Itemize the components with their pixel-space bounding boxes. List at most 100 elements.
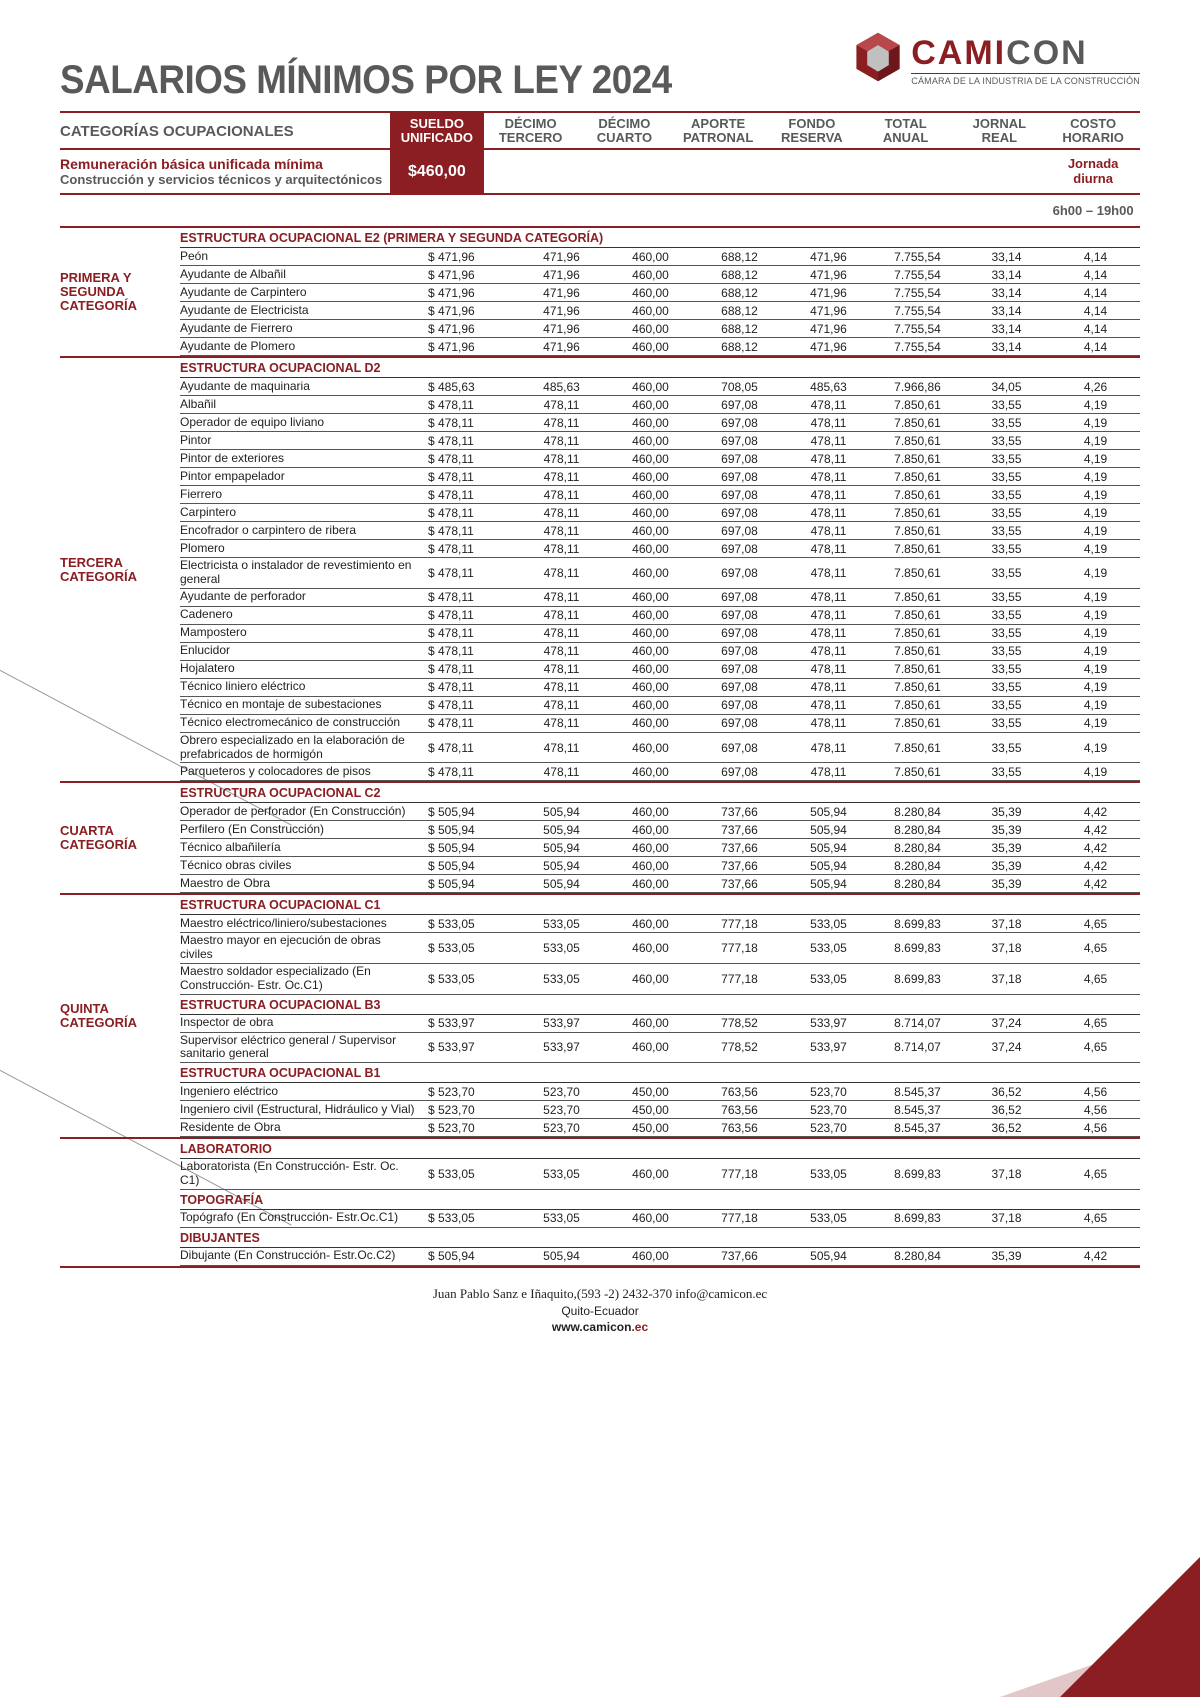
- row-value: 7.850,61: [873, 643, 962, 659]
- row-value: 460,00: [606, 267, 695, 283]
- row-value: 478,11: [784, 697, 873, 713]
- row-value: 505,94: [517, 876, 606, 892]
- row-value: 697,08: [695, 523, 784, 539]
- row-value: 478,11: [517, 661, 606, 677]
- row-value: 471,96: [784, 267, 873, 283]
- footer-url: www.camicon.ec: [60, 1320, 1140, 1334]
- row-value: 33,55: [962, 451, 1051, 467]
- row-description: Cadenero: [180, 607, 420, 623]
- row-description: Técnico en montaje de subestaciones: [180, 697, 420, 713]
- row-value: 4,19: [1051, 565, 1140, 581]
- column-header: JORNALREAL: [953, 113, 1047, 148]
- row-value: 533,97: [517, 1015, 606, 1031]
- row-value: 777,18: [695, 916, 784, 932]
- row-value: 4,19: [1051, 469, 1140, 485]
- row-value: 4,42: [1051, 858, 1140, 874]
- row-value: 4,56: [1051, 1084, 1140, 1100]
- row-value: 7.850,61: [873, 679, 962, 695]
- row-value: 4,14: [1051, 267, 1140, 283]
- row-value: 778,52: [695, 1015, 784, 1031]
- row-value: 478,11: [517, 565, 606, 581]
- row-value: $ 478,11: [420, 469, 517, 485]
- row-value: 478,11: [517, 541, 606, 557]
- row-description: Maestro mayor en ejecución de obras civi…: [180, 933, 420, 963]
- row-value: $ 478,11: [420, 397, 517, 413]
- row-value: 460,00: [606, 339, 695, 355]
- row-value: 777,18: [695, 940, 784, 956]
- row-value: 8.699,83: [873, 940, 962, 956]
- table-row: Encofrador o carpintero de ribera$ 478,1…: [180, 522, 1140, 540]
- row-value: $ 478,11: [420, 764, 517, 780]
- row-description: Fierrero: [180, 487, 420, 503]
- row-value: 4,19: [1051, 697, 1140, 713]
- row-value: $ 533,05: [420, 916, 517, 932]
- table-row: Topógrafo (En Construcción- Estr.Oc.C1)$…: [180, 1210, 1140, 1228]
- logo-tagline: CÁMARA DE LA INDUSTRIA DE LA CONSTRUCCIÓ…: [911, 73, 1140, 86]
- row-value: $ 478,11: [420, 661, 517, 677]
- row-value: 4,65: [1051, 916, 1140, 932]
- row-value: 33,55: [962, 607, 1051, 623]
- column-header: SUELDOUNIFICADO: [390, 113, 484, 148]
- row-value: $ 478,11: [420, 625, 517, 641]
- row-value: 471,96: [517, 267, 606, 283]
- row-value: 4,65: [1051, 940, 1140, 956]
- table-row: Fierrero$ 478,11478,11460,00697,08478,11…: [180, 486, 1140, 504]
- row-value: 478,11: [517, 433, 606, 449]
- row-value: 478,11: [784, 487, 873, 503]
- row-value: $ 478,11: [420, 740, 517, 756]
- hours-label: 6h00 – 19h00: [1046, 195, 1140, 226]
- row-value: $ 523,70: [420, 1120, 517, 1136]
- row-value: 8.545,37: [873, 1084, 962, 1100]
- row-value: 505,94: [784, 858, 873, 874]
- table-row: Técnico albañilería$ 505,94505,94460,007…: [180, 839, 1140, 857]
- row-value: 533,05: [517, 1210, 606, 1226]
- row-value: 33,55: [962, 433, 1051, 449]
- footer-contact: Juan Pablo Sanz e Iñaquito,(593 -2) 2432…: [60, 1286, 1140, 1302]
- row-value: $ 533,05: [420, 971, 517, 987]
- row-value: 4,19: [1051, 589, 1140, 605]
- row-value: 478,11: [517, 487, 606, 503]
- row-value: $ 485,63: [420, 379, 517, 395]
- column-header: DÉCIMOTERCERO: [484, 113, 578, 148]
- row-description: Técnico albañilería: [180, 840, 420, 856]
- row-value: 697,08: [695, 415, 784, 431]
- table-row: Cadenero$ 478,11478,11460,00697,08478,11…: [180, 607, 1140, 625]
- row-value: 4,19: [1051, 451, 1140, 467]
- row-value: 460,00: [606, 643, 695, 659]
- row-value: 471,96: [784, 249, 873, 265]
- row-value: 697,08: [695, 505, 784, 521]
- row-value: 523,70: [784, 1102, 873, 1118]
- row-value: 763,56: [695, 1084, 784, 1100]
- row-description: Operador de equipo liviano: [180, 415, 420, 431]
- row-value: 36,52: [962, 1084, 1051, 1100]
- row-value: 708,05: [695, 379, 784, 395]
- subband: Remuneración básica unificada mínima Con…: [60, 150, 1140, 195]
- row-value: $ 478,11: [420, 643, 517, 659]
- row-description: Carpintero: [180, 505, 420, 521]
- row-value: 4,42: [1051, 876, 1140, 892]
- row-value: 7.755,54: [873, 321, 962, 337]
- row-value: 460,00: [606, 589, 695, 605]
- row-value: 4,65: [1051, 1015, 1140, 1031]
- row-value: 460,00: [606, 697, 695, 713]
- table-row: Ingeniero eléctrico$ 523,70523,70450,007…: [180, 1083, 1140, 1101]
- row-value: 7.850,61: [873, 487, 962, 503]
- row-value: 478,11: [784, 505, 873, 521]
- group-header: TOPOGRAFÍA: [180, 1190, 1140, 1210]
- row-value: 4,65: [1051, 1210, 1140, 1226]
- row-value: 460,00: [606, 505, 695, 521]
- row-description: Ayudante de maquinaria: [180, 379, 420, 395]
- row-value: 737,66: [695, 840, 784, 856]
- row-value: 523,70: [784, 1084, 873, 1100]
- table-row: Electricista o instalador de revestimien…: [180, 558, 1140, 589]
- row-value: 478,11: [784, 433, 873, 449]
- row-value: $ 523,70: [420, 1084, 517, 1100]
- row-value: 533,97: [784, 1039, 873, 1055]
- row-value: 4,14: [1051, 339, 1140, 355]
- row-value: $ 478,11: [420, 565, 517, 581]
- row-description: Ayudante de Albañil: [180, 267, 420, 283]
- row-value: 7.755,54: [873, 249, 962, 265]
- row-description: Maestro soldador especializado (En Const…: [180, 964, 420, 994]
- row-value: $ 505,94: [420, 858, 517, 874]
- row-value: 478,11: [517, 397, 606, 413]
